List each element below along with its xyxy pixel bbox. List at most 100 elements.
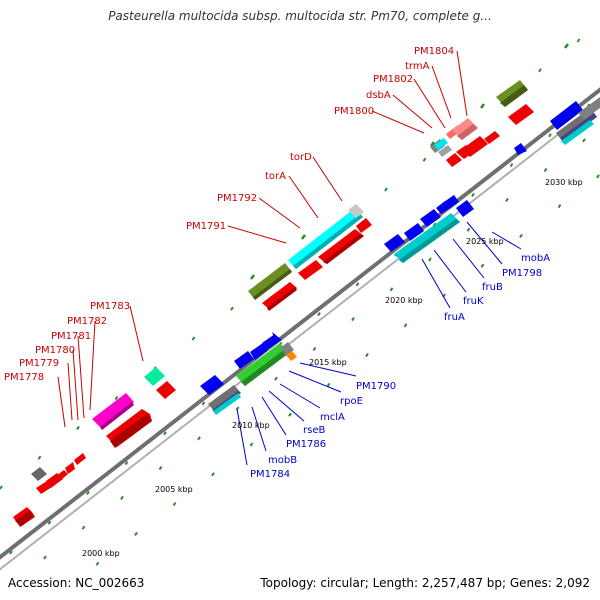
gene-block[interactable] bbox=[550, 101, 583, 130]
label-leader-line bbox=[67, 362, 73, 421]
gene-block[interactable] bbox=[404, 223, 424, 241]
gene-block[interactable] bbox=[452, 118, 478, 140]
label-leader-line bbox=[421, 258, 451, 309]
forward-gene-label[interactable]: PM1792 bbox=[217, 193, 257, 204]
gene-block[interactable] bbox=[384, 234, 405, 252]
gene-block[interactable] bbox=[446, 153, 462, 167]
forward-gene-label[interactable]: PM1802 bbox=[373, 74, 413, 85]
gene-block[interactable] bbox=[272, 332, 282, 343]
reverse-gene-label[interactable]: mclA bbox=[320, 412, 345, 423]
forward-gene-label[interactable]: torD bbox=[290, 152, 312, 163]
gene-block[interactable] bbox=[496, 80, 528, 107]
gene-block[interactable] bbox=[561, 120, 594, 145]
forward-gene-label[interactable]: PM1791 bbox=[186, 221, 226, 232]
gene-block[interactable] bbox=[394, 213, 460, 263]
scale-tick bbox=[114, 396, 119, 401]
reverse-gene-label[interactable]: mobA bbox=[521, 253, 550, 264]
scale-tick bbox=[509, 163, 514, 168]
gene-block[interactable] bbox=[434, 138, 448, 150]
gene-block[interactable] bbox=[200, 375, 224, 395]
scale-tick-major bbox=[430, 141, 435, 147]
gene-block[interactable] bbox=[56, 470, 68, 481]
gene-block[interactable] bbox=[31, 467, 47, 481]
gene-block[interactable] bbox=[234, 351, 254, 369]
gene-block[interactable] bbox=[74, 453, 86, 465]
scale-tick bbox=[384, 187, 388, 192]
label-leader-line bbox=[491, 231, 522, 250]
gene-block[interactable] bbox=[578, 97, 600, 119]
scale-tick bbox=[9, 550, 13, 555]
reverse-gene-label[interactable]: fruK bbox=[463, 296, 484, 307]
forward-gene-label[interactable]: PM1779 bbox=[19, 358, 59, 369]
scale-tick bbox=[37, 455, 42, 460]
scale-tick bbox=[230, 306, 234, 311]
backbone bbox=[0, 87, 600, 571]
scale-tick-major bbox=[564, 43, 569, 49]
reverse-gene-label[interactable]: PM1786 bbox=[286, 439, 326, 450]
forward-gene-label[interactable]: torA bbox=[265, 171, 286, 182]
scale-tick bbox=[519, 233, 523, 238]
gene-block[interactable] bbox=[13, 507, 35, 527]
gene-block[interactable] bbox=[262, 282, 297, 311]
gene-block[interactable] bbox=[213, 393, 241, 415]
label-leader-line bbox=[312, 156, 343, 202]
gene-block[interactable] bbox=[420, 209, 441, 227]
label-leader-line bbox=[57, 376, 66, 428]
reverse-gene-label[interactable]: rpoE bbox=[340, 396, 363, 407]
gene-block[interactable] bbox=[288, 208, 363, 269]
scale-tick bbox=[317, 312, 321, 317]
gene-block[interactable] bbox=[348, 204, 364, 218]
reverse-gene-label[interactable]: PM1790 bbox=[356, 381, 396, 392]
reverse-gene-label[interactable]: mobB bbox=[268, 455, 297, 466]
forward-gene-label[interactable]: PM1783 bbox=[90, 301, 130, 312]
gene-block[interactable] bbox=[298, 260, 323, 280]
label-leader-line bbox=[236, 408, 248, 466]
gene-block[interactable] bbox=[356, 218, 372, 233]
forward-gene-label[interactable]: dsbA bbox=[366, 90, 391, 101]
scale-tick bbox=[466, 227, 471, 232]
label-leader-line bbox=[452, 238, 485, 279]
forward-gene-label[interactable]: PM1800 bbox=[334, 106, 374, 117]
gene-block[interactable] bbox=[65, 462, 75, 474]
reverse-gene-label[interactable]: PM1798 bbox=[502, 268, 542, 279]
scale-tick-major bbox=[301, 234, 306, 240]
scale-tick bbox=[95, 561, 100, 566]
gene-block[interactable] bbox=[462, 136, 488, 157]
reverse-gene-label[interactable]: PM1784 bbox=[250, 469, 290, 480]
gene-block[interactable] bbox=[514, 143, 527, 155]
gene-block[interactable] bbox=[156, 381, 176, 399]
gene-block[interactable] bbox=[286, 351, 297, 361]
gene-block[interactable] bbox=[250, 343, 268, 360]
forward-gene-label[interactable]: PM1781 bbox=[51, 331, 91, 342]
label-leader-line bbox=[413, 78, 446, 129]
gene-block[interactable] bbox=[36, 481, 52, 494]
gene-block[interactable] bbox=[484, 131, 500, 144]
scale-tick bbox=[389, 287, 394, 292]
label-leader-line bbox=[288, 175, 319, 219]
scale-tick bbox=[576, 38, 581, 43]
forward-gene-label[interactable]: PM1804 bbox=[414, 46, 454, 57]
reverse-gene-label[interactable]: fruA bbox=[444, 312, 465, 323]
gene-block[interactable] bbox=[106, 409, 152, 448]
forward-gene-label[interactable]: PM1778 bbox=[4, 372, 44, 383]
reverse-gene-label[interactable]: fruB bbox=[482, 282, 503, 293]
label-leader-line bbox=[466, 221, 503, 265]
gene-block[interactable] bbox=[438, 145, 452, 157]
gene-block[interactable] bbox=[144, 367, 165, 386]
label-leader-line bbox=[279, 383, 321, 409]
forward-gene-label[interactable]: PM1782 bbox=[67, 316, 107, 327]
scale-tick bbox=[0, 485, 3, 490]
gene-block[interactable] bbox=[456, 200, 474, 217]
reverse-gene-label[interactable]: rseB bbox=[303, 425, 325, 436]
forward-gene-label[interactable]: PM1780 bbox=[35, 345, 75, 356]
gene-block[interactable] bbox=[92, 393, 134, 430]
gene-block[interactable] bbox=[318, 229, 364, 264]
scale-tick bbox=[86, 490, 90, 495]
gene-block[interactable] bbox=[444, 195, 459, 209]
gene-block[interactable] bbox=[508, 104, 534, 125]
forward-gene-label[interactable]: trmA bbox=[405, 61, 430, 72]
gene-block[interactable] bbox=[236, 343, 289, 386]
scale-tick bbox=[249, 442, 254, 447]
gene-block[interactable] bbox=[248, 263, 292, 300]
